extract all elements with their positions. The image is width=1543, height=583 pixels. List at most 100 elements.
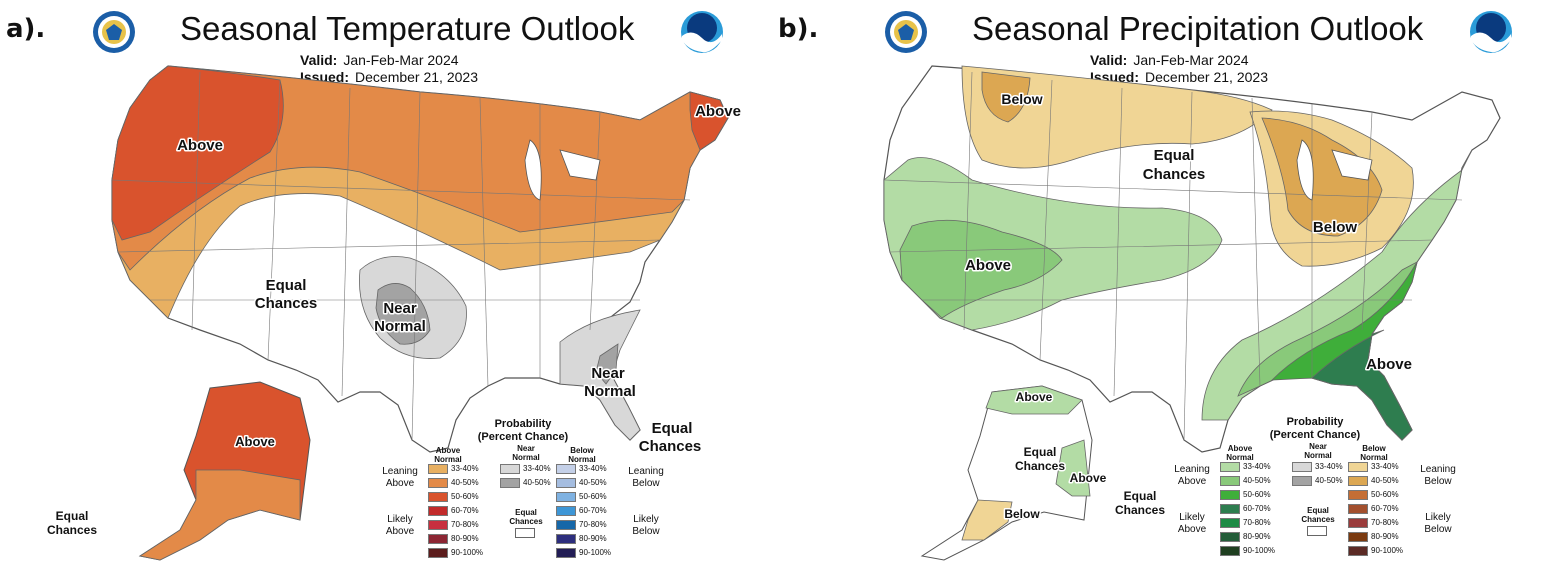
legend-leaning-below: Leaning Below — [1420, 464, 1456, 487]
alaska-above-north-zone — [985, 385, 1083, 415]
legend-above-range: 33-40% — [1243, 462, 1271, 471]
legend-above-swatch — [428, 464, 448, 474]
legend-above-range: 90-100% — [451, 548, 484, 557]
legend-equal-swatch — [1307, 526, 1327, 536]
legend-col-above: Above Normal — [434, 446, 462, 464]
legend-near-swatch — [500, 464, 520, 474]
legend-equal-chances: Equal Chances — [509, 508, 543, 526]
region-label-near-2: Normal — [374, 318, 426, 335]
legend-below-swatch — [1348, 462, 1368, 472]
legend-below-range: 90-100% — [579, 548, 612, 557]
region-label-below-gl: Below — [1313, 219, 1358, 236]
legend-likely-above: Likely Above — [1177, 512, 1207, 535]
near-normal-central-core — [375, 283, 431, 345]
panel-letter: b). — [778, 14, 819, 44]
region-label-near-se-2: Normal — [584, 383, 636, 400]
alaska-below-zone — [961, 499, 1013, 541]
above-very-likely-se-zone — [1311, 329, 1413, 441]
map-title: Seasonal Precipitation Outlook — [972, 10, 1424, 47]
panel-letter: a). — [6, 14, 46, 44]
legend-above-swatch — [428, 506, 448, 516]
region-label-equal-1: Equal — [1154, 147, 1195, 164]
legend-below-swatch — [556, 464, 576, 474]
legend-above-range: 60-70% — [451, 506, 479, 515]
region-label-alaska-equal-1: Equal — [56, 509, 89, 523]
legend-leaning-above: Leaning Above — [382, 466, 418, 489]
legend-above-swatch — [428, 534, 448, 544]
state-borders — [111, 71, 691, 441]
region-label-equal-fl-1: Equal — [652, 420, 693, 437]
valid-value: Jan-Feb-Mar 2024 — [343, 52, 459, 68]
legend-above-range: 90-100% — [1243, 546, 1276, 555]
legend-col-below: Below Normal — [1360, 444, 1388, 462]
temperature-outlook-panel: a). Seasonal Temperature Outlook Valid: J… — [0, 0, 771, 583]
legend-above-swatch — [1220, 546, 1240, 556]
region-label-alaska-above-n: Above — [1016, 390, 1053, 404]
region-label-near-se-1: Near — [591, 365, 625, 382]
legend-below-range: 70-80% — [1371, 518, 1399, 527]
legend-above-swatch — [1220, 476, 1240, 486]
legend-above-swatch — [1220, 490, 1240, 500]
legend-below-range: 33-40% — [579, 464, 607, 473]
great-lakes — [524, 139, 601, 201]
legend-above-range: 40-50% — [451, 478, 479, 487]
temperature-map: Above Above Equal Chances Near Normal Ne… — [45, 65, 742, 561]
legend-equal-swatch — [515, 528, 535, 538]
legend-below-range: 70-80% — [579, 520, 607, 529]
alaska-moderate-zone — [138, 469, 301, 561]
region-label-equal-2: Chances — [255, 295, 318, 312]
legend-near-range: 33-40% — [523, 464, 551, 473]
valid-period: Valid: Jan-Feb-Mar 2024 — [1090, 52, 1249, 68]
noaa-logo-icon — [1470, 11, 1512, 53]
legend-above-range: 33-40% — [451, 464, 479, 473]
legend-below-swatch — [1348, 504, 1368, 514]
below-moderate-north-zone — [981, 71, 1031, 123]
below-leaning-north-zone — [961, 65, 1273, 169]
legend-below-swatch — [1348, 546, 1368, 556]
legend-col-near: Near Normal — [1304, 442, 1332, 460]
precipitation-outlook-panel: b). Seasonal Precipitation Outlook Valid… — [772, 0, 1543, 583]
legend-above-range: 70-80% — [1243, 518, 1271, 527]
region-label-above-w: Above — [965, 257, 1011, 274]
legend-near-swatch — [500, 478, 520, 488]
legend-below-swatch — [556, 478, 576, 488]
above-moderate-west-zone — [899, 219, 1063, 319]
valid-value: Jan-Feb-Mar 2024 — [1133, 52, 1249, 68]
region-label-alaska-equal-1: Equal — [1024, 445, 1057, 459]
legend-below-range: 80-90% — [1371, 532, 1399, 541]
legend-title-2: (Percent Chance) — [1269, 429, 1361, 441]
state-borders — [883, 71, 1463, 441]
legend-below-range: 40-50% — [1371, 476, 1399, 485]
precipitation-map: Below Equal Chances Below Above Above Ab… — [883, 65, 1501, 561]
legend-leaning-below: Leaning Below — [628, 466, 664, 489]
legend-likely-above: Likely Above — [385, 514, 415, 537]
legend-below-range: 80-90% — [579, 534, 607, 543]
legend-below-swatch — [556, 534, 576, 544]
region-label-near-1: Near — [383, 300, 417, 317]
legend-below-range: 50-60% — [1371, 490, 1399, 499]
region-label-alaska-equal-s-1: Equal — [1124, 489, 1157, 503]
legend-above-swatch — [1220, 504, 1240, 514]
region-label-equal-2: Chances — [1143, 166, 1206, 183]
legend-likely-below: Likely Below — [1424, 512, 1452, 535]
great-lakes — [1296, 139, 1373, 201]
legend-above-range: 70-80% — [451, 520, 479, 529]
legend-above-range: 60-70% — [1243, 504, 1271, 513]
issued-value: December 21, 2023 — [355, 69, 478, 85]
legend-below-range: 60-70% — [1371, 504, 1399, 513]
legend-above-swatch — [428, 520, 448, 530]
legend-col-below: Below Normal — [568, 446, 596, 464]
issued-value: December 21, 2023 — [1145, 69, 1268, 85]
legend-below-range: 60-70% — [579, 506, 607, 515]
legend-above-swatch — [428, 548, 448, 558]
region-label-alaska-equal-2: Chances — [47, 523, 97, 537]
map-title: Seasonal Temperature Outlook — [180, 10, 635, 47]
legend-below-swatch — [1348, 518, 1368, 528]
legend-below-range: 90-100% — [1371, 546, 1404, 555]
region-label-above-ne: Above — [695, 103, 741, 120]
legend-near-range: 40-50% — [523, 478, 551, 487]
legend-title-1: Probability — [494, 418, 552, 430]
legend-above-swatch — [1220, 518, 1240, 528]
legend-above-range: 50-60% — [451, 492, 479, 501]
legend-below-swatch — [1348, 490, 1368, 500]
